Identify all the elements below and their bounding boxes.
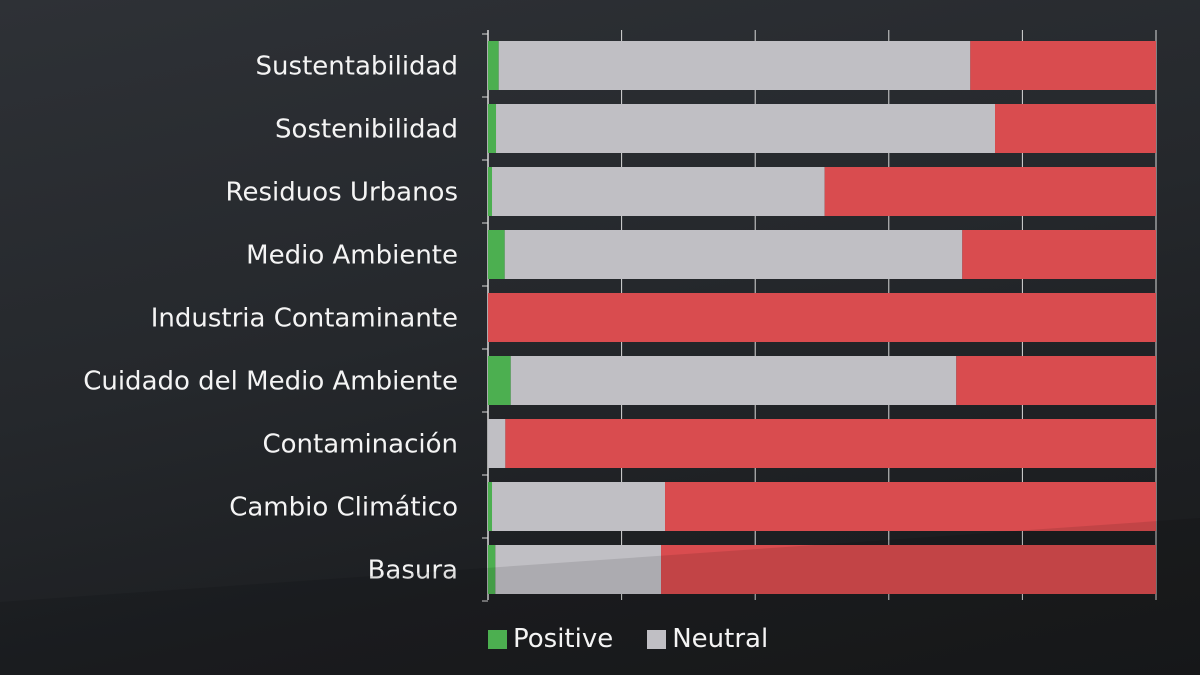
bar-segment-series-2 <box>956 356 1156 405</box>
legend: Positive Neutral <box>488 624 802 654</box>
category-label: Residuos Urbanos <box>226 178 458 208</box>
legend-item-neutral: Neutral <box>647 624 768 654</box>
category-labels: Sustentabilidad Sostenibilidad Residuos Ur… <box>83 52 458 586</box>
bar-segment-neutral <box>498 41 971 90</box>
bar-segment-positive <box>488 167 493 216</box>
legend-label-neutral: Neutral <box>672 624 769 654</box>
bar-segment-series-2 <box>824 167 1156 216</box>
bar-segment-series-2 <box>661 545 1156 594</box>
category-label: Sostenibilidad <box>275 115 458 145</box>
bar-segment-positive <box>488 545 496 594</box>
legend-swatch-neutral <box>647 629 667 649</box>
bar-segment-neutral <box>492 167 825 216</box>
bar-segment-series-2 <box>970 41 1156 90</box>
legend-swatch-positive <box>488 629 507 649</box>
bar-segment-series-2 <box>488 293 1156 342</box>
bar-layer <box>488 41 1156 594</box>
bar-segment-series-2 <box>505 419 1156 468</box>
category-label: Cuidado del Medio Ambiente <box>83 367 458 397</box>
category-label: Industria Contaminante <box>151 304 458 334</box>
legend-item-positive: Positive <box>488 624 613 654</box>
bar-segment-neutral <box>504 230 963 279</box>
bar-segment-positive <box>488 104 497 153</box>
bar-segment-series-2 <box>962 230 1156 279</box>
category-label: Sustentabilidad <box>256 52 458 82</box>
bar-segment-neutral <box>510 356 957 405</box>
category-label: Basura <box>368 556 458 586</box>
bar-segment-neutral <box>492 482 666 531</box>
category-label: Contaminación <box>262 430 458 460</box>
bar-segment-neutral <box>495 545 662 594</box>
category-label: Cambio Climático <box>229 493 458 523</box>
bar-segment-neutral <box>488 419 506 468</box>
category-label: Medio Ambiente <box>246 241 458 271</box>
bar-segment-positive <box>488 41 499 90</box>
bar-segment-positive <box>488 230 505 279</box>
bar-segment-series-2 <box>665 482 1156 531</box>
bar-segment-neutral <box>496 104 996 153</box>
legend-label-positive: Positive <box>513 624 614 654</box>
bar-segment-positive <box>488 356 511 405</box>
bar-segment-positive <box>488 482 493 531</box>
bar-segment-series-2 <box>995 104 1156 153</box>
